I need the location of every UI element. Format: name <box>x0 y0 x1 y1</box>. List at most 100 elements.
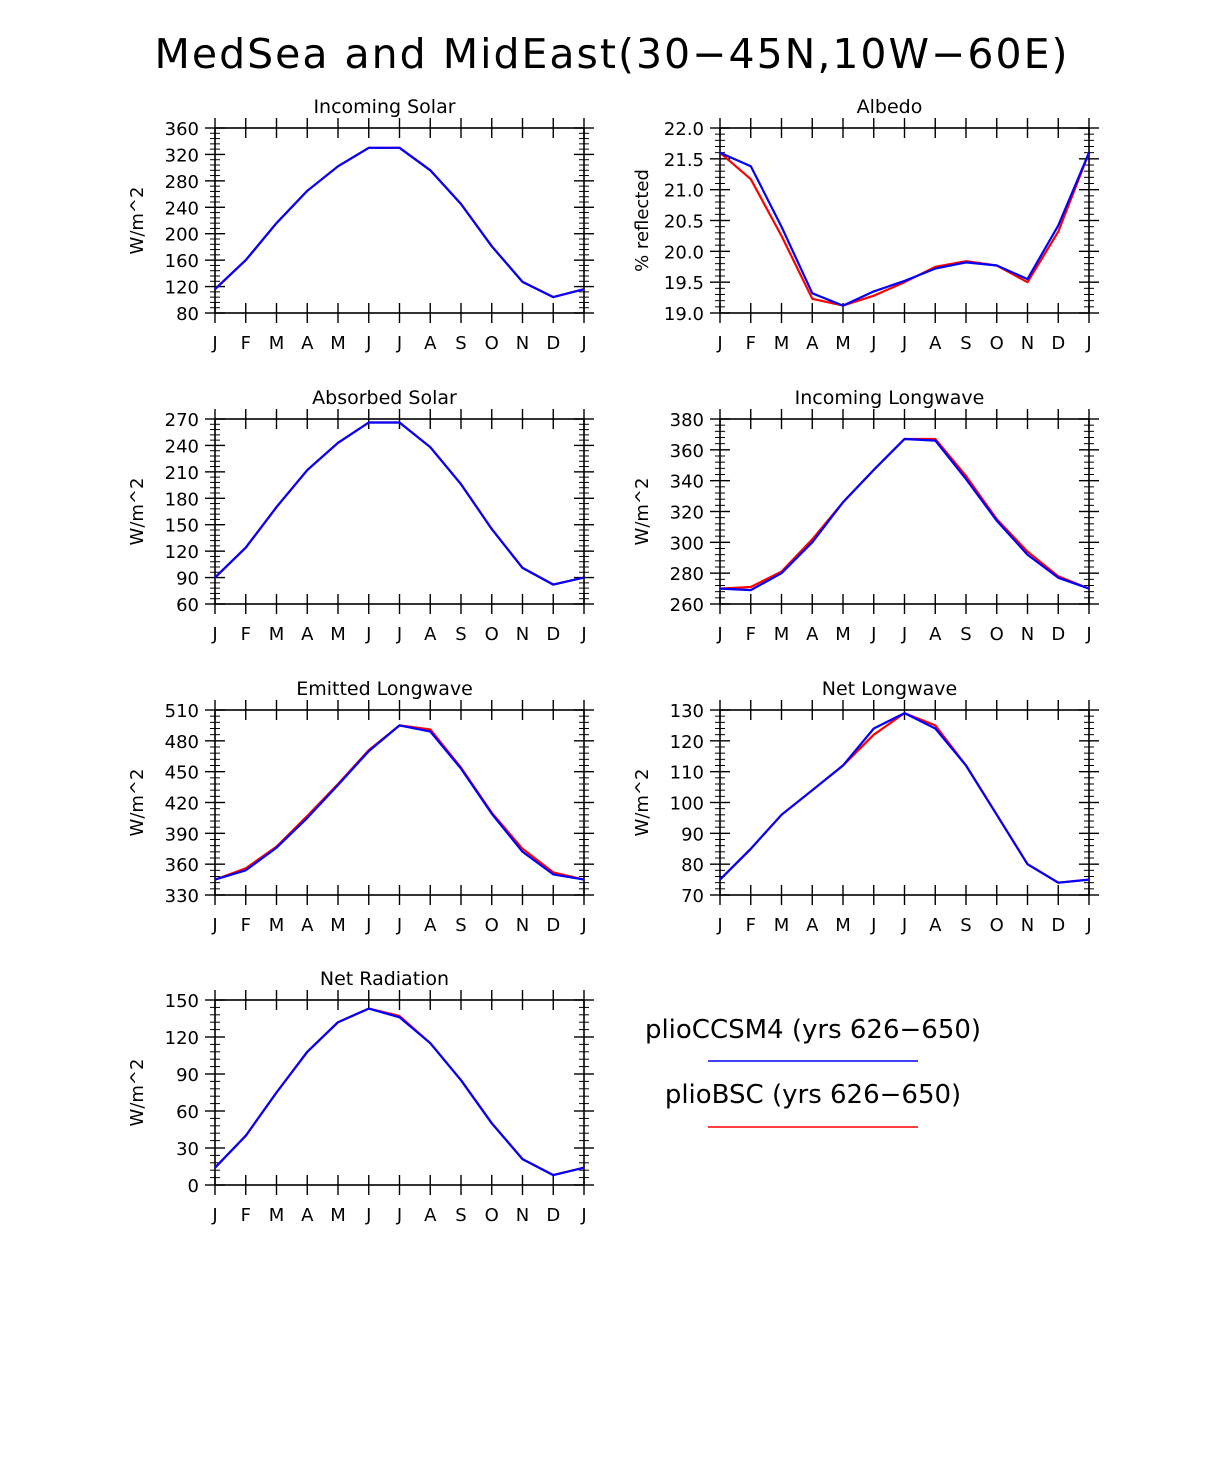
y-tick-label: 120 <box>670 732 704 753</box>
x-tick-label: J <box>580 1205 586 1226</box>
x-tick-label: M <box>774 915 790 936</box>
x-tick-label: F <box>241 915 251 936</box>
legend: plioCCSM4 (yrs 626−650) plioBSC (yrs 626… <box>645 1015 981 1128</box>
x-tick-label: S <box>455 333 466 354</box>
panel-emitted-longwave: Emitted Longwave W/m^2 330 360 390 420 450 480 5… <box>127 678 594 936</box>
y-tick-label: 21.5 <box>664 150 704 171</box>
x-tick-label: J <box>365 1205 371 1226</box>
figure-title: MedSea and MidEast(30−45N,10W−60E) <box>155 30 1070 78</box>
x-tick-label: M <box>269 1205 285 1226</box>
series-line-plioccsm4-yrs-626-650 <box>214 421 585 586</box>
x-tick-label: A <box>301 915 314 936</box>
y-tick-label: 20.5 <box>664 212 704 233</box>
y-tick-label: 280 <box>165 172 199 193</box>
x-tick-label: N <box>1021 915 1034 936</box>
y-tick-label: 450 <box>165 763 199 784</box>
y-tick-label: 390 <box>165 824 199 845</box>
x-tick-label: J <box>870 624 876 645</box>
x-tick-label: M <box>835 333 851 354</box>
x-tick-label: S <box>455 624 466 645</box>
x-tick-label: J <box>1085 624 1091 645</box>
legend-label-ccsm4: plioCCSM4 (yrs 626−650) <box>645 1015 981 1045</box>
x-tick-label: A <box>806 624 819 645</box>
x-tick-label: D <box>1051 915 1065 936</box>
x-tick-label: J <box>211 624 217 645</box>
x-tick-label: M <box>330 915 346 936</box>
panel-title: Emitted Longwave <box>296 678 473 700</box>
series-line-plioccsm4-yrs-626-650 <box>214 1007 585 1177</box>
x-tick-label: A <box>424 333 437 354</box>
x-tick-label: J <box>716 915 722 936</box>
y-tick-label: 360 <box>165 119 199 140</box>
x-tick-label: J <box>716 333 722 354</box>
series-line-plioccsm4-yrs-626-650 <box>719 711 1090 884</box>
series-line-plioccsm4-yrs-626-650 <box>214 724 585 881</box>
y-tick-label: 130 <box>670 701 704 722</box>
y-tick-label: 210 <box>165 463 199 484</box>
x-tick-label: S <box>455 915 466 936</box>
y-tick-label: 200 <box>165 225 199 246</box>
y-tick-label: 80 <box>681 855 704 876</box>
x-tick-label: J <box>716 624 722 645</box>
y-axis-label: W/m^2 <box>127 478 148 546</box>
x-tick-label: J <box>580 624 586 645</box>
panel-title: Incoming Solar <box>313 96 455 118</box>
x-tick-label: J <box>901 333 907 354</box>
y-tick-label: 320 <box>670 503 704 524</box>
x-tick-label: A <box>929 915 942 936</box>
x-tick-label: A <box>424 1205 437 1226</box>
x-tick-label: D <box>546 1205 560 1226</box>
x-tick-label: J <box>1085 915 1091 936</box>
x-tick-label: J <box>211 915 217 936</box>
panel-title: Net Radiation <box>320 968 449 990</box>
x-tick-label: F <box>241 624 251 645</box>
x-tick-label: M <box>835 624 851 645</box>
x-tick-label: S <box>455 1205 466 1226</box>
x-tick-label: M <box>269 624 285 645</box>
y-axis-label: W/m^2 <box>127 187 148 255</box>
y-tick-label: 60 <box>176 595 199 616</box>
x-tick-label: J <box>580 915 586 936</box>
x-tick-label: M <box>330 333 346 354</box>
x-tick-label: D <box>546 624 560 645</box>
series-line-plioccsm4-yrs-626-650 <box>719 437 1090 592</box>
series-line-pliobsc-yrs-626-650 <box>719 151 1091 307</box>
x-tick-label: O <box>990 915 1004 936</box>
panels: Incoming Solar W/m^2 80 120 160 200 240 280 320 3… <box>127 96 1099 1226</box>
y-tick-label: 320 <box>165 145 199 166</box>
y-tick-label: 240 <box>165 436 199 457</box>
x-tick-label: N <box>516 333 529 354</box>
y-tick-label: 380 <box>670 410 704 431</box>
x-tick-label: J <box>396 915 402 936</box>
y-tick-label: 70 <box>681 886 704 907</box>
x-tick-label: F <box>241 1205 251 1226</box>
y-tick-label: 22.0 <box>664 119 704 140</box>
x-tick-label: J <box>365 915 371 936</box>
x-tick-label: N <box>516 915 529 936</box>
y-tick-label: 0 <box>188 1176 199 1197</box>
y-tick-label: 60 <box>176 1102 199 1123</box>
x-tick-label: A <box>929 624 942 645</box>
panel-title: Net Longwave <box>822 678 958 700</box>
y-tick-label: 270 <box>165 410 199 431</box>
y-tick-label: 90 <box>681 824 704 845</box>
x-tick-label: J <box>396 333 402 354</box>
x-tick-label: J <box>365 333 371 354</box>
y-tick-label: 480 <box>165 732 199 753</box>
x-tick-label: O <box>485 1205 499 1226</box>
x-tick-label: J <box>901 624 907 645</box>
panel-incoming-solar: Incoming Solar W/m^2 80 120 160 200 240 280 320 3… <box>127 96 594 354</box>
x-tick-label: A <box>301 1205 314 1226</box>
x-tick-label: F <box>746 624 756 645</box>
series-line-plioccsm4-yrs-626-650 <box>719 151 1091 307</box>
x-tick-label: D <box>1051 624 1065 645</box>
y-axis-label: W/m^2 <box>632 769 653 837</box>
panel-incoming-longwave: Incoming Longwave W/m^2 260 280 300 320 340 360… <box>632 387 1099 645</box>
y-tick-label: 90 <box>176 569 199 590</box>
x-tick-label: O <box>990 333 1004 354</box>
x-tick-label: M <box>330 1205 346 1226</box>
y-tick-label: 19.0 <box>664 304 704 325</box>
y-tick-label: 150 <box>165 516 199 537</box>
x-tick-label: N <box>1021 333 1034 354</box>
